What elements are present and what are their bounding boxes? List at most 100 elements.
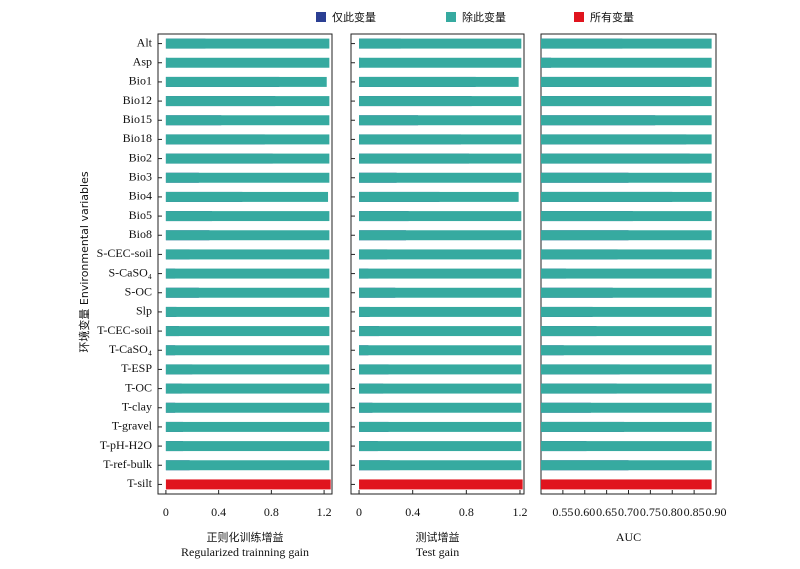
legend-label: 仅此变量: [332, 10, 376, 24]
bar: [541, 38, 712, 49]
bar: [165, 153, 330, 164]
x-axis-label: 正则化训练增益: [207, 530, 284, 544]
panel-frame: [157, 33, 333, 495]
y-tick-label: S-OC: [125, 285, 152, 299]
y-tick-label: Bio5: [129, 208, 152, 222]
bar: [541, 326, 712, 337]
bar: [165, 402, 330, 413]
y-tick-label: Bio1: [129, 74, 152, 88]
bar: [165, 230, 330, 241]
x-tick-label: 0.70: [618, 505, 639, 519]
x-axis-label: 测试增益: [416, 530, 460, 544]
bar: [165, 115, 330, 126]
y-tick-label: T-clay: [122, 400, 152, 414]
bar: [541, 115, 712, 126]
y-tick-label: Alt: [137, 35, 153, 49]
bar: [359, 249, 522, 260]
bar: [359, 345, 522, 356]
bar: [359, 153, 522, 164]
bar: [165, 345, 330, 356]
x-tick-label: 1.2: [512, 505, 527, 519]
x-axis-label-en: Test gain: [416, 545, 459, 559]
bar: [541, 287, 712, 298]
y-tick-label: T-CaSO₄: [109, 342, 152, 356]
y-tick-label: T-ref-bulk: [103, 457, 152, 471]
x-tick-label: 1.2: [317, 505, 332, 519]
bar: [359, 115, 522, 126]
bar: [165, 38, 330, 49]
bar: [541, 364, 712, 375]
legend-label: 所有变量: [590, 10, 634, 24]
x-tick-label: 0.8: [264, 505, 279, 519]
y-tick-label: Bio2: [129, 150, 152, 164]
bar: [359, 134, 522, 145]
bar: [359, 326, 522, 337]
x-axis-label-en: Regularized trainning gain: [181, 545, 309, 559]
bar: [359, 172, 522, 183]
bar: [541, 421, 712, 432]
bar: [541, 479, 712, 490]
bar: [541, 153, 712, 164]
bar: [541, 306, 712, 317]
y-tick-label: T-ESP: [121, 361, 152, 375]
bar: [165, 479, 331, 490]
y-tick-label: Bio4: [129, 189, 152, 203]
bar: [165, 268, 330, 279]
bar: [165, 421, 330, 432]
bar: [165, 249, 330, 260]
legend-swatch: [316, 12, 326, 22]
x-tick-label: 0.65: [596, 505, 617, 519]
bar: [165, 57, 330, 68]
x-tick-label: 0.4: [405, 505, 420, 519]
bar: [541, 268, 712, 279]
bar: [541, 172, 712, 183]
bar: [165, 364, 330, 375]
y-axis-label: 环境变量 Environmental variables: [77, 171, 91, 352]
bar: [541, 134, 712, 145]
bar: [165, 211, 330, 222]
y-tick-label: T-OC: [125, 380, 152, 394]
y-tick-label: T-pH-H2O: [100, 438, 153, 452]
x-tick-label: 0.4: [211, 505, 226, 519]
legend-label: 除此变量: [462, 10, 506, 24]
bar: [359, 421, 522, 432]
y-tick-label: Bio15: [123, 112, 152, 126]
panel-frame: [350, 33, 525, 495]
bar: [359, 57, 522, 68]
x-axis-label: AUC: [616, 530, 641, 544]
y-tick-label: T-silt: [127, 476, 153, 490]
bar: [541, 460, 712, 471]
bar: [541, 230, 712, 241]
bar: [359, 191, 519, 202]
bar: [359, 96, 522, 107]
x-tick-label: 0.55: [552, 505, 573, 519]
y-tick-label: S-CEC-soil: [97, 246, 153, 260]
bar: [359, 38, 522, 49]
bar: [359, 306, 522, 317]
y-tick-label: Asp: [133, 55, 152, 69]
bar: [541, 402, 712, 413]
bar: [165, 287, 330, 298]
bar: [165, 76, 327, 87]
bar: [359, 364, 522, 375]
y-tick-label: T-gravel: [112, 419, 153, 433]
bar: [359, 76, 519, 87]
bar: [541, 249, 712, 260]
x-tick-label: 0: [163, 505, 169, 519]
bar: [165, 306, 330, 317]
bar: [359, 441, 522, 452]
bar: [541, 345, 712, 356]
bar: [359, 211, 522, 222]
bar: [541, 383, 712, 394]
bar: [359, 460, 522, 471]
bar: [165, 441, 330, 452]
bar: [359, 479, 523, 490]
bar: [541, 76, 712, 87]
bar: [541, 441, 712, 452]
x-tick-label: 0.60: [574, 505, 595, 519]
x-tick-label: 0.85: [684, 505, 705, 519]
bar: [359, 230, 522, 241]
x-tick-label: 0: [356, 505, 362, 519]
y-tick-label: Bio12: [123, 93, 152, 107]
y-tick-label: S-CaSO₄: [108, 265, 152, 279]
